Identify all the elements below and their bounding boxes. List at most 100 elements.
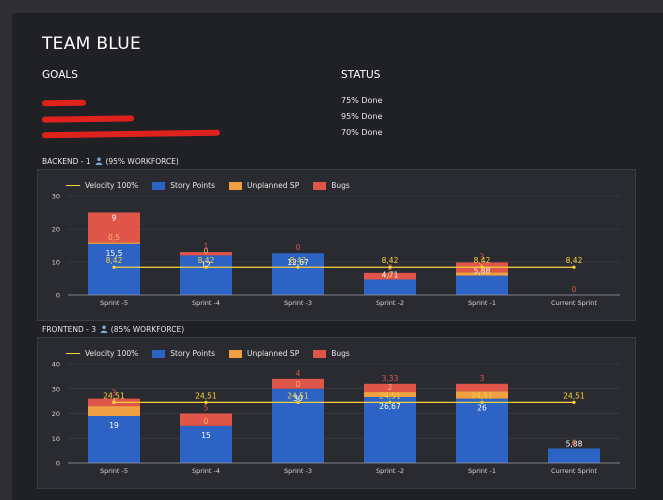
legend-item-unplanned[interactable]: Unplanned SP <box>228 181 299 190</box>
bar-segment <box>456 272 508 276</box>
y-tick-label: 30 <box>52 385 60 393</box>
velocity-point <box>480 265 484 269</box>
velocity-label: 24,51 <box>379 391 401 400</box>
bar-segment <box>456 391 508 399</box>
x-tick-label: Sprint -3 <box>284 467 312 475</box>
x-tick-label: Sprint -2 <box>376 467 404 475</box>
data-label: 19 <box>109 421 119 430</box>
x-tick-label: Sprint -5 <box>100 299 128 307</box>
data-label: 0 <box>572 438 577 447</box>
y-tick-label: 0 <box>56 460 60 468</box>
unplanned-swatch <box>228 181 242 190</box>
bar-segment <box>456 383 508 392</box>
velocity-point <box>480 400 484 404</box>
y-tick-label: 20 <box>52 410 60 418</box>
velocity-label: 24,51 <box>563 391 585 400</box>
chart-legend: Velocity 100% Story Points Unplanned SP … <box>66 181 350 190</box>
x-tick-label: Sprint -5 <box>100 467 128 475</box>
velocity-point <box>572 265 576 269</box>
velocity-label: 8,42 <box>106 256 123 265</box>
x-tick-label: Current Sprint <box>551 467 597 475</box>
backend-chart: Velocity 100% Story Points Unplanned SP … <box>37 169 636 321</box>
data-label: 0 <box>296 243 301 252</box>
velocity-label: 8,42 <box>474 256 491 265</box>
data-label: 30 <box>293 394 303 403</box>
data-label: 1 <box>204 242 209 251</box>
velocity-label: 24,51 <box>287 391 309 400</box>
data-label: 0 <box>296 380 301 389</box>
data-label: 0,5 <box>108 233 120 242</box>
legend-item-unplanned[interactable]: Unplanned SP <box>228 349 299 358</box>
redaction-mark <box>41 115 135 123</box>
data-label: 3 <box>480 252 485 261</box>
page-title: TEAM BLUE <box>42 34 141 54</box>
dashboard-panel: TEAM BLUE GOALS STATUS 75% Done 95% Done… <box>12 13 663 500</box>
backend-section-label: BACKEND - 1 (95% WORKFORCE) <box>42 157 179 166</box>
bar-segment <box>180 413 232 426</box>
redaction-mark <box>41 99 87 107</box>
y-tick-label: 40 <box>52 361 60 369</box>
frontend-section-label: FRONTEND - 3 (85% WORKFORCE) <box>42 325 185 334</box>
velocity-label: 8,42 <box>290 256 307 265</box>
data-label: 4,71 <box>382 270 399 279</box>
bar-segment <box>180 255 232 295</box>
bar-segment <box>364 396 416 463</box>
velocity-point <box>388 265 392 269</box>
velocity-point <box>112 400 116 404</box>
legend-item-velocity[interactable]: Velocity 100% <box>66 349 138 358</box>
legend-item-bugs[interactable]: Bugs <box>313 349 350 358</box>
velocity-swatch <box>66 353 80 354</box>
velocity-label: 24,51 <box>471 391 493 400</box>
bar-segment <box>364 383 416 393</box>
data-label: 0 <box>572 285 577 294</box>
legend-item-velocity[interactable]: Velocity 100% <box>66 181 138 190</box>
y-tick-label: 10 <box>52 259 60 267</box>
data-label: 3,33 <box>382 374 399 383</box>
velocity-point <box>572 400 576 404</box>
chart-legend: Velocity 100% Story Points Unplanned SP … <box>66 349 350 358</box>
data-label: 3 <box>480 374 485 383</box>
data-label: 26,67 <box>379 402 401 411</box>
legend-item-story-points[interactable]: Story Points <box>152 181 215 190</box>
bar-segment <box>272 378 324 389</box>
legend-item-story-points[interactable]: Story Points <box>152 349 215 358</box>
bar-segment <box>88 406 140 416</box>
frontend-chart: Velocity 100% Story Points Unplanned SP … <box>37 337 636 489</box>
bar-segment <box>88 212 140 243</box>
goal-status: 70% Done <box>341 128 383 137</box>
bar-segment <box>548 448 600 463</box>
goals-header: GOALS <box>42 69 78 81</box>
bar-segment <box>456 275 508 295</box>
redaction-mark <box>41 129 221 139</box>
velocity-label: 8,42 <box>566 256 583 265</box>
data-label: 12,67 <box>287 258 309 267</box>
legend-item-bugs[interactable]: Bugs <box>313 181 350 190</box>
story-points-swatch <box>152 349 166 358</box>
bar-segment <box>364 392 416 397</box>
person-icon <box>95 157 103 165</box>
data-label: 5,88 <box>566 439 583 448</box>
data-label: 4 <box>296 369 301 378</box>
velocity-point <box>388 400 392 404</box>
bar-segment <box>456 398 508 463</box>
data-label: 0 <box>204 246 209 255</box>
data-label: 12 <box>201 260 211 269</box>
data-label: 15,5 <box>106 249 123 258</box>
x-tick-label: Sprint -4 <box>192 299 220 307</box>
velocity-point <box>296 400 300 404</box>
data-label: 26 <box>477 404 487 413</box>
bar-segment <box>180 252 232 256</box>
y-tick-label: 10 <box>52 435 60 443</box>
bar-segment <box>180 425 232 463</box>
data-label: 5 <box>204 404 209 413</box>
data-label: 15 <box>201 431 211 440</box>
velocity-label: 8,42 <box>198 256 215 265</box>
velocity-label: 8,42 <box>382 256 399 265</box>
bar-segment <box>88 415 140 463</box>
bar-segment <box>272 253 324 295</box>
data-label: 3 <box>112 389 117 398</box>
velocity-point <box>204 265 208 269</box>
velocity-point <box>112 265 116 269</box>
velocity-point <box>296 265 300 269</box>
